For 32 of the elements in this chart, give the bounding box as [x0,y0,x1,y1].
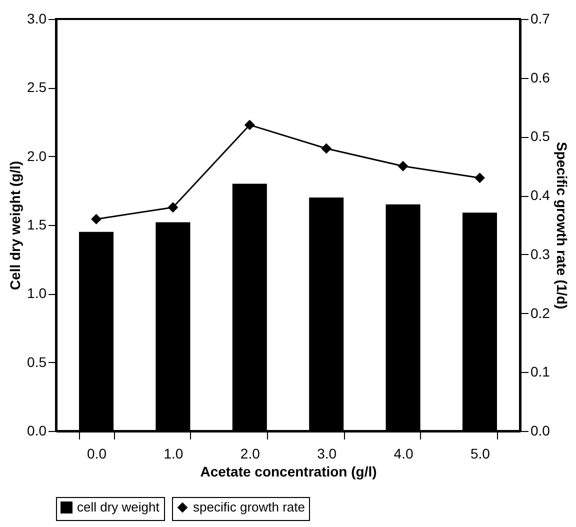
y2-tick-label: 0.5 [530,128,550,144]
x-tick-label: 5.0 [470,446,490,462]
x-tick-label: 3.0 [317,446,337,462]
y2-tick-label: 0.0 [530,422,550,438]
x-tick-label: 0.0 [87,446,107,462]
y2-tick-label: 0.6 [530,69,550,86]
y2-tick-label: 0.1 [530,364,550,380]
point [91,214,102,224]
y-tick-label: 1.0 [27,285,47,302]
x-axis-title: Acetate concentration (g/l) [200,464,377,480]
y2-tick-label: 0.4 [530,187,550,204]
x-tick-label: 4.0 [394,446,414,462]
point [244,120,255,130]
y2-tick-label: 0.3 [530,246,550,262]
x-tick-label: 2.0 [240,446,260,462]
y-tick-label: 1.5 [27,216,47,232]
y-tick-label: 0.5 [27,354,47,370]
point [398,160,408,172]
y-tick-label: 0.0 [27,422,47,438]
y2-tick-label: 0.7 [530,10,550,26]
x-tick-label: 1.0 [164,446,184,462]
y-tick-label: 3.0 [27,10,47,26]
point [474,172,485,184]
y2-tick-label: 0.2 [530,304,550,321]
point [168,202,178,213]
y2-axis-title: Specific growth rate (1/d) [554,142,570,310]
y-axis-title: Cell dry weight (g/l) [7,160,24,290]
point [321,143,332,154]
legend-label: cell dry weight [77,500,160,514]
y-tick-label: 2.0 [27,148,47,164]
legend-label: specific growth rate [193,500,305,514]
y-tick-label: 2.5 [27,79,47,96]
